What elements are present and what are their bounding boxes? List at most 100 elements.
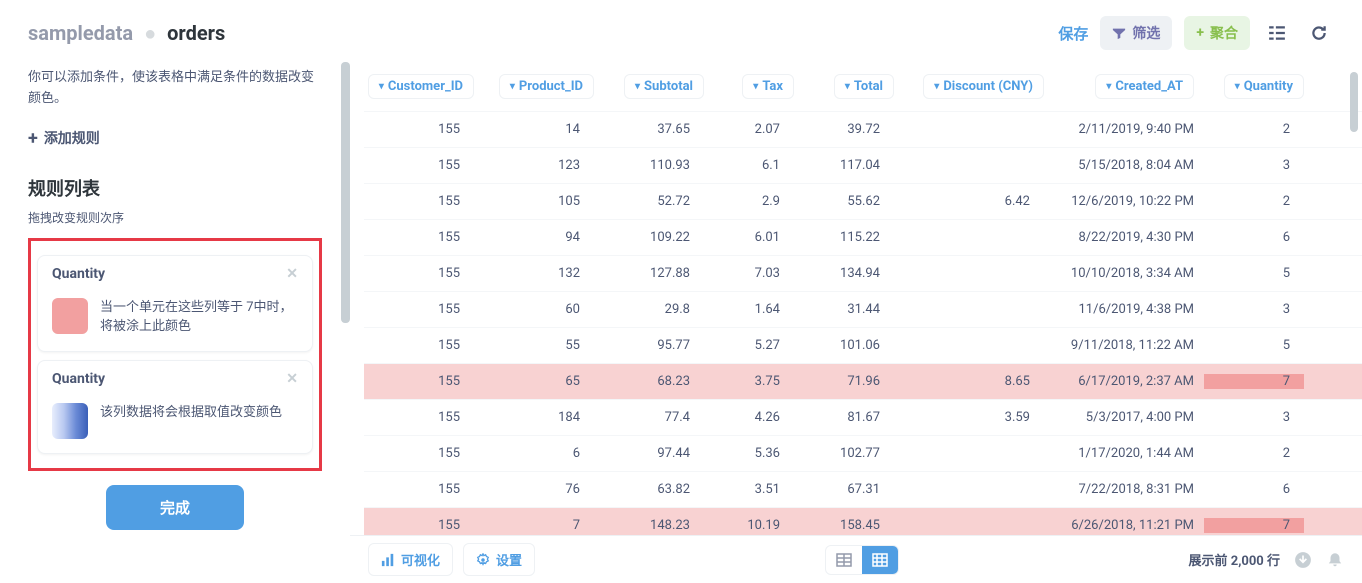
table-header-row: ▾Customer_ID ▾Product_ID ▾Subtotal ▾Tax … — [364, 62, 1362, 111]
table-cell: 29.8 — [594, 302, 704, 317]
table-row[interactable]: 155697.445.36102.771/17/2020, 1:44 AM2 — [364, 435, 1362, 471]
table-cell: 6.01 — [704, 230, 794, 245]
table-cell: 6/17/2019, 2:37 AM — [1044, 374, 1204, 389]
table-cell: 6 — [1204, 230, 1304, 245]
table-cell: 5.36 — [704, 446, 794, 461]
grid-icon — [872, 552, 888, 568]
table-row[interactable]: 15518477.44.2681.673.595/3/2017, 4:00 PM… — [364, 399, 1362, 435]
chevron-down-icon: ▾ — [753, 81, 758, 92]
row-count-label: 展示前 2,000 行 — [1189, 550, 1281, 569]
table-cell: 60 — [474, 302, 594, 317]
chevron-down-icon: ▾ — [510, 81, 515, 92]
table-cell: 3 — [1204, 158, 1304, 173]
column-header-discount[interactable]: ▾Discount (CNY) — [923, 74, 1044, 99]
settings-button[interactable]: 设置 — [463, 543, 535, 576]
editor-toggle-button[interactable] — [1262, 18, 1292, 48]
chevron-down-icon: ▾ — [1235, 81, 1240, 92]
column-header-total[interactable]: ▾Total — [834, 74, 894, 99]
table-row[interactable]: 1555595.775.27101.069/11/2018, 11:22 AM5 — [364, 327, 1362, 363]
table-view-button[interactable] — [826, 546, 862, 574]
table-row[interactable]: 1557663.823.5167.317/22/2018, 8:31 PM6 — [364, 471, 1362, 507]
table-row[interactable]: 1551437.652.0739.722/11/2019, 9:40 PM2 — [364, 111, 1362, 147]
column-header-quantity[interactable]: ▾Quantity — [1224, 74, 1304, 99]
table-cell: 5 — [1204, 266, 1304, 281]
table-cell: 9/11/2018, 11:22 AM — [1044, 338, 1204, 353]
table-cell: 5 — [1204, 338, 1304, 353]
download-icon — [1294, 551, 1312, 569]
table-cell: 155 — [364, 446, 474, 461]
table-cell: 10/10/2018, 3:34 AM — [1044, 266, 1204, 281]
table-cell: 67.31 — [794, 482, 894, 497]
chevron-down-icon: ▾ — [635, 81, 640, 92]
done-button[interactable]: 完成 — [106, 485, 244, 530]
table-row[interactable]: 1556568.233.7571.968.656/17/2019, 2:37 A… — [364, 363, 1362, 399]
table-cell: 3.75 — [704, 374, 794, 389]
table-cell: 3.51 — [704, 482, 794, 497]
table-cell: 1.64 — [704, 302, 794, 317]
alert-button[interactable] — [1326, 551, 1344, 569]
table-cell: 71.96 — [794, 374, 894, 389]
rules-highlight-box: Quantity ✕ 当一个单元在这些列等于 7中时，将被涂上此颜色 Quant… — [28, 238, 322, 471]
sidebar: 你可以添加条件，使该表格中满足条件的数据改变颜色。 + 添加规则 规则列表 拖拽… — [0, 62, 350, 583]
table-cell: 127.88 — [594, 266, 704, 281]
table-row[interactable]: 15594109.226.01115.228/22/2019, 4:30 PM6 — [364, 219, 1362, 255]
chevron-down-icon: ▾ — [845, 81, 850, 92]
breadcrumb-separator: ● — [144, 21, 156, 45]
table-row[interactable]: 155123110.936.1117.045/15/2018, 8:04 AM3 — [364, 147, 1362, 183]
table-cell: 7 — [1204, 518, 1304, 533]
table-scrollbar[interactable] — [1350, 72, 1358, 132]
breadcrumb-table[interactable]: orders — [167, 21, 225, 45]
table-cell: 31.44 — [794, 302, 894, 317]
chevron-down-icon: ▾ — [379, 81, 384, 92]
table-cell: 132 — [474, 266, 594, 281]
table-row[interactable]: 15510552.722.955.626.4212/6/2019, 10:22 … — [364, 183, 1362, 219]
table-cell: 3 — [1204, 410, 1304, 425]
visualize-button[interactable]: 可视化 — [368, 543, 453, 576]
table-row[interactable]: 1557148.2310.19158.456/26/2018, 11:21 PM… — [364, 507, 1362, 535]
table-cell: 14 — [474, 122, 594, 137]
aggregate-button[interactable]: + 聚合 — [1184, 16, 1250, 50]
filter-button[interactable]: 筛选 — [1100, 16, 1172, 50]
table-cell: 65 — [474, 374, 594, 389]
refresh-button[interactable] — [1304, 18, 1334, 48]
rule-description: 该列数据将会根据取值改变颜色 — [100, 403, 282, 423]
column-header-tax[interactable]: ▾Tax — [742, 74, 794, 99]
table-cell: 123 — [474, 158, 594, 173]
breadcrumb-db[interactable]: sampledata — [28, 21, 133, 45]
column-header-product-id[interactable]: ▾Product_ID — [499, 74, 594, 99]
bar-chart-icon — [381, 553, 395, 567]
detail-view-button[interactable] — [862, 546, 898, 574]
table-cell: 3.59 — [894, 410, 1044, 425]
table-cell: 1/17/2020, 1:44 AM — [1044, 446, 1204, 461]
table-cell: 5/15/2018, 8:04 AM — [1044, 158, 1204, 173]
table-cell: 134.94 — [794, 266, 894, 281]
save-button[interactable]: 保存 — [1058, 23, 1088, 44]
table-cell: 115.22 — [794, 230, 894, 245]
add-rule-button[interactable]: + 添加规则 — [28, 128, 322, 149]
download-button[interactable] — [1294, 551, 1312, 569]
table-cell: 6 — [474, 446, 594, 461]
table-cell: 2 — [1204, 446, 1304, 461]
column-header-subtotal[interactable]: ▾Subtotal — [624, 74, 704, 99]
table-cell: 155 — [364, 194, 474, 209]
sidebar-scrollbar[interactable] — [341, 62, 350, 323]
table-row[interactable]: 1556029.81.6431.4411/6/2019, 4:38 PM3 — [364, 291, 1362, 327]
footer: 可视化 设置 展示前 2,000 行 — [350, 535, 1362, 583]
rule-remove-button[interactable]: ✕ — [286, 266, 298, 282]
table-cell: 155 — [364, 266, 474, 281]
column-header-created-at[interactable]: ▾Created_AT — [1095, 74, 1194, 99]
table-cell: 6.42 — [894, 194, 1044, 209]
column-header-customer-id[interactable]: ▾Customer_ID — [368, 74, 474, 99]
table-row[interactable]: 155132127.887.03134.9410/10/2018, 3:34 A… — [364, 255, 1362, 291]
rule-card[interactable]: Quantity ✕ 该列数据将会根据取值改变颜色 — [37, 360, 313, 454]
rules-list-hint: 拖拽改变规则次序 — [28, 209, 322, 226]
view-mode-toggle — [825, 545, 899, 575]
table-cell: 110.93 — [594, 158, 704, 173]
table-cell: 155 — [364, 410, 474, 425]
table-cell: 10.19 — [704, 518, 794, 533]
editor-icon — [1268, 24, 1286, 42]
table-cell: 6 — [1204, 482, 1304, 497]
rule-remove-button[interactable]: ✕ — [286, 371, 298, 387]
bell-icon — [1326, 551, 1344, 569]
rule-card[interactable]: Quantity ✕ 当一个单元在这些列等于 7中时，将被涂上此颜色 — [37, 255, 313, 352]
